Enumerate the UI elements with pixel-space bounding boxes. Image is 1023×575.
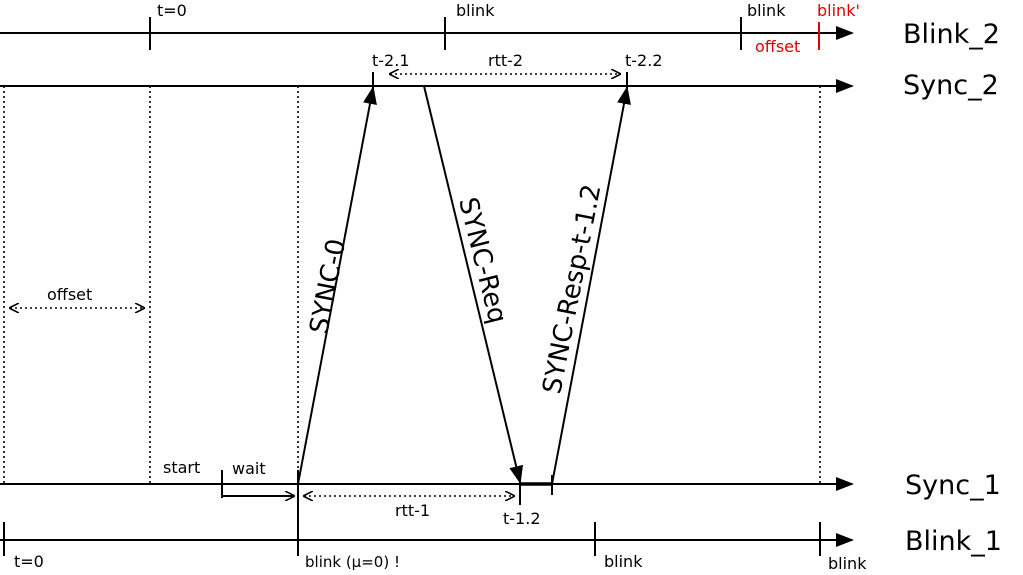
sync2-t22-label: t-2.2	[625, 51, 663, 70]
blink2-timeline: t=0 blink blink blink' offset Blink_2	[0, 1, 1000, 56]
offset-label: offset	[47, 285, 92, 304]
sync0-label: SYNC-0	[304, 236, 352, 336]
message-syncresp: SYNC-Resp-t-1.2	[537, 86, 631, 485]
offset-span: offset	[10, 285, 144, 308]
dotted-guides	[3, 86, 821, 484]
blink1-blink-label: blink	[604, 552, 643, 571]
syncreq-label: SYNC-Req	[452, 194, 512, 326]
blink1-t0-label: t=0	[14, 552, 44, 571]
blink2-t0-label: t=0	[157, 1, 187, 20]
sync1-start-label: start	[163, 458, 200, 477]
sync1-timeline: start wait rtt-1 t-1.2 Sync_1	[0, 458, 1001, 528]
sync1-title: Sync_1	[905, 470, 1001, 501]
sync2-rtt2-label: rtt-2	[488, 51, 523, 70]
sync2-timeline: t-2.1 rtt-2 t-2.2 Sync_2	[0, 51, 999, 101]
sync2-t21-label: t-2.1	[372, 51, 410, 70]
syncresp-label: SYNC-Resp-t-1.2	[537, 182, 607, 396]
blink1-timeline: t=0 blink (μ=0) ! blink blink Blink_1	[0, 503, 1002, 573]
blink2-blink-label: blink	[456, 1, 495, 20]
blink2-blink-label-2: blink	[747, 1, 786, 20]
sync1-wait-label: wait	[232, 459, 266, 478]
blink1-title: Blink_1	[905, 526, 1002, 557]
blink2-blink-prime-label: blink'	[817, 1, 860, 20]
sync1-rtt1-label: rtt-1	[395, 501, 430, 520]
sync2-title: Sync_2	[903, 70, 999, 101]
sync1-t12-label: t-1.2	[503, 509, 541, 528]
message-sync0: SYNC-0	[297, 86, 377, 485]
blink1-blink-mu-label: blink (μ=0) !	[305, 553, 400, 571]
blink1-blink-label-2: blink	[828, 554, 867, 573]
message-syncreq: SYNC-Req	[423, 85, 524, 484]
blink2-offset-label: offset	[755, 37, 800, 56]
blink2-title: Blink_2	[903, 19, 1000, 50]
